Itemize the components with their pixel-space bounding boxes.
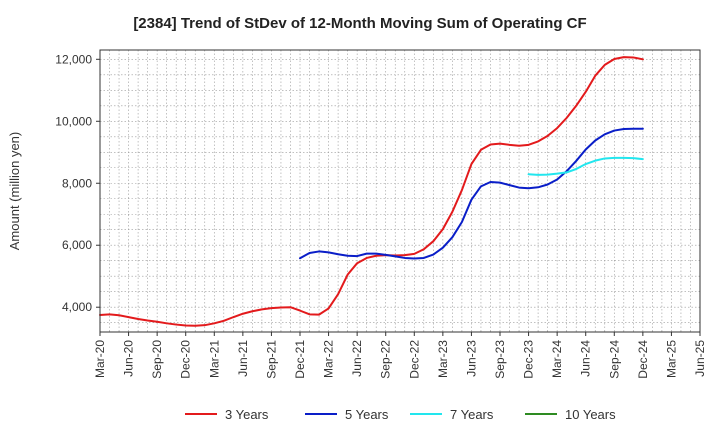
y-tick-label: 4,000 (62, 300, 92, 314)
x-tick-label: Mar-24 (550, 340, 564, 378)
x-tick-label: Dec-21 (293, 340, 307, 379)
x-tick-label: Sep-24 (607, 340, 621, 379)
x-tick-label: Mar-22 (322, 340, 336, 378)
x-tick-label: Jun-24 (579, 340, 593, 377)
x-tick-label: Mar-25 (664, 340, 678, 378)
plot-background (100, 50, 700, 332)
plot-frame (99, 49, 701, 333)
grid (99, 50, 701, 332)
x-tick-label: Dec-24 (636, 340, 650, 379)
x-axis: Mar-20 Jun-20 Sep-20 Dec-20 Mar-21 Jun-21 Sep-… (93, 332, 707, 379)
legend-label: 7 Years (450, 407, 494, 422)
y-tick-label: 8,000 (62, 176, 92, 190)
y-axis-label: Amount (million yen) (7, 132, 22, 251)
x-tick-label: Mar-20 (93, 340, 107, 378)
x-tick-label: Sep-20 (150, 340, 164, 379)
plot-border (99, 49, 701, 333)
x-tick-label: Sep-23 (493, 340, 507, 379)
x-tick-label: Jun-20 (122, 340, 136, 377)
plot-area (100, 50, 700, 332)
x-tick-label: Jun-22 (350, 340, 364, 377)
y-axis: 4,000 6,000 8,000 10,000 12,000 (55, 52, 100, 314)
x-tick-label: Jun-23 (464, 340, 478, 377)
legend-item-5-years: 5 Years (305, 407, 389, 422)
y-tick-label: 10,000 (55, 114, 92, 128)
x-tick-label: Dec-22 (407, 340, 421, 379)
legend-label: 10 Years (565, 407, 616, 422)
legend-label: 5 Years (345, 407, 389, 422)
legend-item-7-years: 7 Years (410, 407, 494, 422)
series-layer (99, 56, 644, 327)
y-tick-label: 12,000 (55, 52, 92, 66)
legend-label: 3 Years (225, 407, 269, 422)
x-tick-label: Sep-21 (264, 340, 278, 379)
x-tick-label: Jun-21 (236, 340, 250, 377)
x-tick-label: Jun-25 (693, 340, 707, 377)
x-tick-label: Dec-23 (522, 340, 536, 379)
y-tick-label: 6,000 (62, 238, 92, 252)
x-tick-label: Dec-20 (179, 340, 193, 379)
chart-title: [2384] Trend of StDev of 12-Month Moving… (133, 15, 586, 32)
x-tick-label: Sep-22 (379, 340, 393, 379)
x-tick-label: Mar-21 (207, 340, 221, 378)
legend-item-10-years: 10 Years (525, 407, 616, 422)
series-line-5-years (299, 127, 644, 260)
series-line-3-years (99, 56, 644, 327)
legend-item-3-years: 3 Years (185, 407, 269, 422)
x-tick-label: Mar-23 (436, 340, 450, 378)
legend: 3 Years 5 Years 7 Years 10 Years (185, 407, 616, 422)
series-line-7-years (527, 156, 644, 176)
